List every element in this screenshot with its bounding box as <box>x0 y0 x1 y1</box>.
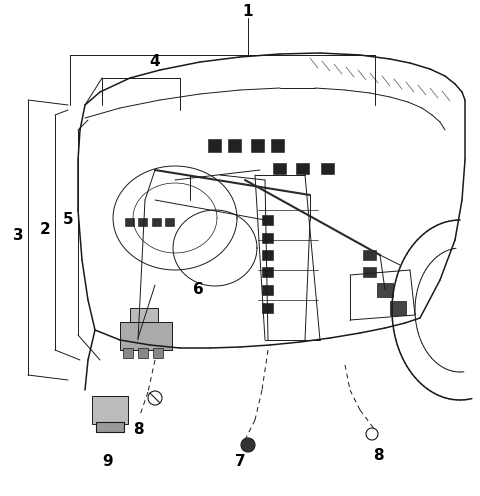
Text: 4: 4 <box>150 55 160 69</box>
Text: 8: 8 <box>132 423 144 437</box>
Bar <box>321 163 334 174</box>
Bar <box>271 139 284 152</box>
Bar <box>123 348 133 358</box>
Bar <box>273 163 286 174</box>
Bar <box>377 283 393 297</box>
Text: 7: 7 <box>235 454 245 470</box>
Circle shape <box>241 438 255 452</box>
Text: 1: 1 <box>243 4 253 19</box>
Bar <box>153 348 163 358</box>
Bar <box>125 218 134 226</box>
Bar <box>390 301 406 315</box>
Bar <box>251 139 264 152</box>
Bar <box>262 285 273 295</box>
Bar <box>262 250 273 260</box>
Bar <box>262 303 273 313</box>
Bar <box>130 308 158 322</box>
Bar <box>92 396 128 424</box>
Bar <box>296 163 309 174</box>
Bar <box>152 218 161 226</box>
Bar <box>262 267 273 277</box>
Text: 5: 5 <box>63 212 73 228</box>
Bar <box>363 267 376 277</box>
Text: 6: 6 <box>192 283 204 298</box>
Bar <box>120 322 172 350</box>
Bar <box>208 139 221 152</box>
Bar <box>96 422 124 432</box>
Text: 9: 9 <box>103 454 113 470</box>
Bar <box>262 215 273 225</box>
Bar <box>138 218 147 226</box>
Text: 2: 2 <box>40 223 50 238</box>
Bar <box>165 218 174 226</box>
Text: 3: 3 <box>12 228 24 243</box>
Text: 8: 8 <box>372 447 384 462</box>
Bar <box>363 250 376 260</box>
Bar <box>228 139 241 152</box>
Bar <box>138 348 148 358</box>
Bar <box>262 233 273 243</box>
